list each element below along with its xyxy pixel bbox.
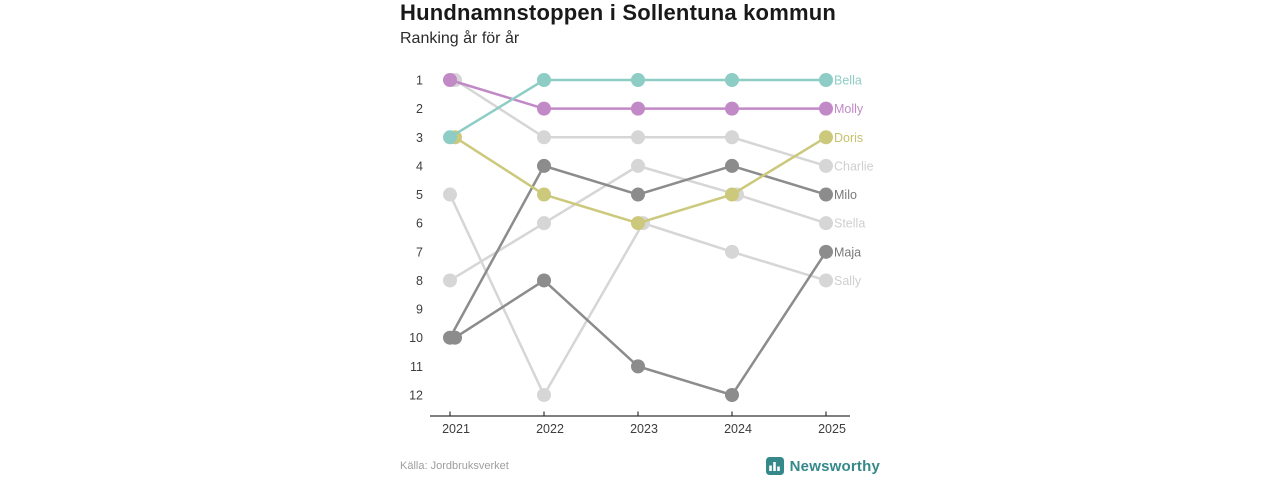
series-dot [631,359,645,374]
series-dot [819,187,833,202]
series-dot [631,187,645,202]
series-dot [631,158,645,173]
y-axis-label: 7 [416,245,423,259]
series-dot [443,187,457,202]
series-dot [631,73,645,87]
chart-title: Hundnamnstoppen i Sollentuna kommun [400,0,836,25]
series-dot [631,130,645,145]
series-dot [631,216,645,231]
x-axis-label: 2025 [818,422,846,436]
series-dot [725,130,739,145]
series-end-label: Milo [834,188,857,202]
y-axis-label: 6 [416,217,423,231]
y-axis-label: 8 [416,274,423,288]
series-charlie: Charlie [448,73,874,173]
y-axis-label: 10 [409,331,423,345]
newsworthy-logo: Newsworthy [765,455,880,477]
series-dot [537,158,551,173]
series-dot [537,73,551,87]
series-dot [443,330,457,345]
series-dot [537,130,551,145]
series-dot [819,273,833,288]
series-dot [819,130,833,145]
series-doris: Doris [448,130,863,231]
series-dot [537,101,551,116]
series-end-label: Molly [834,102,864,116]
x-axis-label: 2022 [536,422,564,436]
series-dot [537,216,551,231]
y-axis-label: 11 [410,360,423,374]
series-dot [725,158,739,173]
newsworthy-icon [765,457,784,475]
x-axis-label: 2021 [442,422,470,436]
series-dot [819,158,833,173]
series-dot [725,388,739,402]
series-end-label: Doris [834,131,863,145]
x-axis-label: 2023 [630,422,658,436]
newsworthy-wordmark: Newsworthy [789,457,880,475]
chart-subtitle: Ranking år för år [400,30,520,47]
y-axis-label: 5 [416,188,423,202]
series-dot [631,101,645,116]
series-dot [819,244,833,259]
series-dot [443,273,457,288]
series-dot [443,73,457,87]
y-axis-label: 1 [416,74,423,88]
x-axis-label: 2024 [724,422,752,436]
series-end-label: Stella [834,217,865,231]
series-end-label: Charlie [834,159,874,173]
series-dot [537,273,551,288]
series-end-label: Bella [834,74,862,88]
series-dot [725,73,739,87]
y-axis-label: 12 [409,389,423,403]
y-axis-label: 3 [416,131,423,145]
series-dot [725,187,739,202]
series-end-label: Sally [834,274,862,288]
series-dot [819,101,833,116]
series-milo: Milo [443,158,857,345]
series-stella: Stella [443,158,865,288]
series-dot [725,101,739,116]
series-dot [725,244,739,259]
y-axis-label: 4 [416,159,423,173]
series-dot [537,388,551,402]
bump-chart: 2021 2022 2023 2024 2025123456789101112Sally… [409,73,874,436]
series-dot [819,216,833,231]
series-dot [443,130,457,145]
series-dot [537,187,551,202]
source-note: Källa: Jordbruksverket [400,460,509,472]
series-end-label: Maja [834,245,861,259]
series-bella: Bella [443,73,862,145]
series-dot [819,73,833,87]
y-axis-label: 2 [416,102,423,116]
y-axis-label: 9 [416,303,423,317]
series-line [454,78,827,168]
